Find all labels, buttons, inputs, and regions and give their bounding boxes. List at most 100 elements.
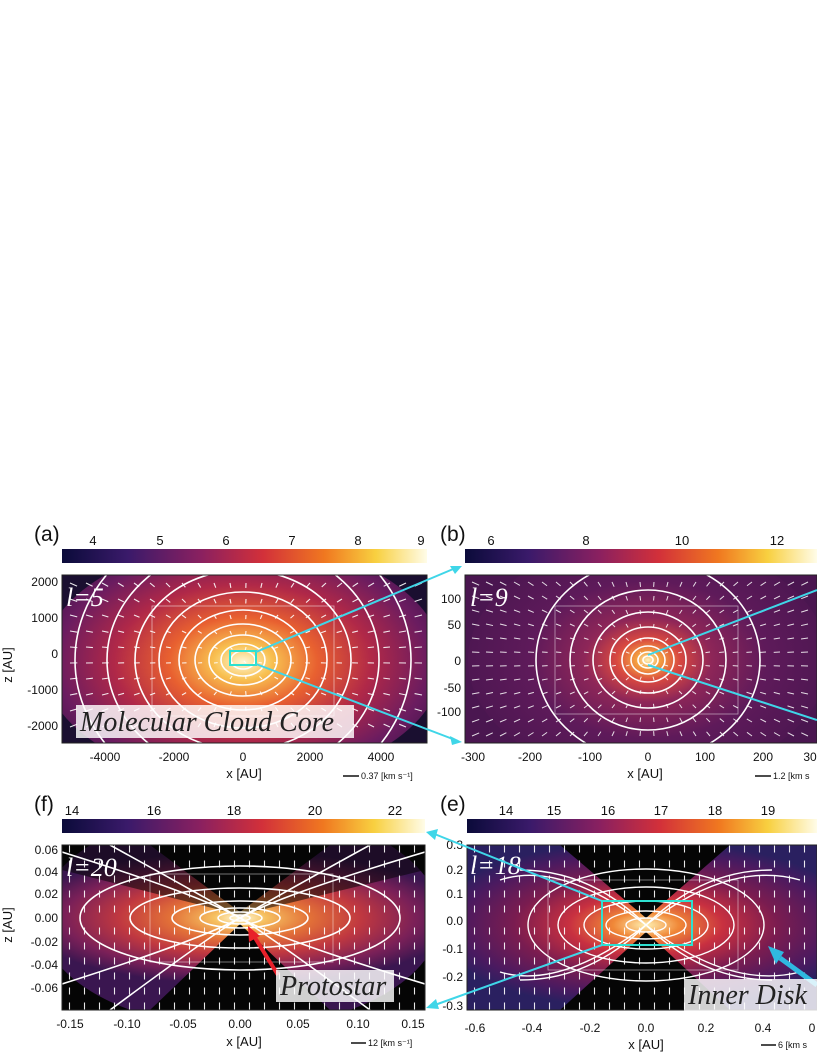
velocity-vector: [414, 630, 423, 633]
velocity-vector: [414, 677, 423, 680]
velocity-vector: [527, 637, 535, 640]
cbar-tick: 16: [147, 803, 161, 818]
velocity-vector: [625, 664, 630, 667]
velocity-vector: [149, 582, 155, 588]
velocity-vector: [692, 595, 697, 601]
velocity-vector: [611, 717, 615, 723]
velocity-vector: [611, 623, 616, 628]
velocity-vector: [85, 630, 93, 633]
velocity-vector: [499, 581, 507, 586]
velocity-vector: [691, 664, 697, 667]
velocity-vector: [732, 623, 739, 627]
velocity-vector: [197, 630, 202, 634]
velocity-vector: [181, 614, 187, 619]
callout-box-a: [76, 705, 354, 738]
velocity-vector: [471, 718, 480, 723]
cbar-tick: 9: [417, 533, 424, 548]
velocity-vector: [133, 614, 140, 618]
colorbar-f: [62, 819, 425, 833]
velocity-vector: [692, 623, 697, 628]
velocity-vector: [719, 731, 725, 737]
x-tick: 0: [645, 750, 652, 764]
velocity-vector: [569, 704, 575, 709]
velocity-vector: [69, 614, 78, 618]
velocity-vector: [665, 609, 669, 615]
velocity-vector: [383, 646, 391, 649]
velocity-vector: [414, 708, 423, 712]
velocity-vector: [800, 637, 809, 640]
velocity-vector: [773, 732, 781, 737]
x-tick: 100: [695, 750, 715, 764]
velocity-vector: [229, 630, 233, 635]
cbar-tick: 6: [222, 533, 229, 548]
velocity-vector: [414, 646, 423, 649]
x-tick: 0: [809, 1021, 816, 1035]
velocity-vector: [274, 691, 279, 696]
velocity-vector: [719, 718, 725, 723]
callout-box-e: [684, 979, 817, 1011]
cbar-tick: 14: [499, 803, 513, 818]
velocity-vector: [336, 692, 343, 696]
velocity-vector: [398, 598, 407, 603]
velocity-vector: [705, 637, 711, 641]
velocity-vector: [305, 582, 311, 588]
velocity-vector: [499, 732, 507, 737]
velocity-vector: [611, 651, 616, 654]
panel-e: (e) 14 15 16 17 18 19: [440, 793, 817, 1052]
velocity-vector: [569, 718, 575, 723]
velocity-vector: [705, 678, 711, 681]
colorbar-b: [465, 549, 817, 563]
velocity-vector: [485, 705, 494, 709]
contours-b: [535, 575, 761, 743]
cbar-tick: 12: [770, 533, 784, 548]
velocity-vector: [800, 678, 809, 681]
velocity-vector: [746, 637, 753, 640]
velocity-vector: [398, 646, 407, 649]
velocity-vector: [746, 595, 753, 600]
velocity-vector: [555, 637, 562, 640]
velocity-vector: [101, 677, 109, 680]
velocity-vector: [733, 581, 739, 587]
velocity-vector: [383, 708, 391, 712]
velocity-vector: [787, 595, 795, 600]
velocity-vector: [760, 678, 767, 681]
x-tick: 30: [803, 750, 817, 764]
velocity-vector: [244, 646, 247, 651]
y-tick: 50: [448, 618, 462, 632]
contours-a: [74, 575, 412, 743]
velocity-vector: [746, 623, 753, 627]
velocity-vector: [555, 678, 562, 681]
velocity-vector: [679, 609, 683, 615]
velocity-vector: [773, 609, 781, 613]
velocity-vector: [383, 692, 391, 696]
velocity-vector: [133, 598, 140, 603]
velocity-vector: [733, 731, 739, 737]
contours-f: [62, 845, 425, 1010]
y-ticks-b: 100 50 0 -50 -100: [437, 592, 461, 719]
velocity-vector: [583, 691, 589, 695]
velocity-vector: [787, 678, 795, 681]
velocity-vector: [611, 677, 616, 681]
velocity-vector: [485, 692, 494, 695]
cbar-tick: 18: [227, 803, 241, 818]
velocity-vector: [800, 609, 809, 613]
x-tick: 0.00: [228, 1017, 252, 1031]
panel-letter-f: (f): [34, 793, 54, 816]
velocity-vector: [787, 623, 795, 627]
y-tick: 1000: [31, 611, 58, 625]
velocity-scale-f: 12 [km s⁻¹]: [368, 1038, 412, 1048]
velocity-vector: [760, 581, 767, 587]
velocity-vector: [705, 717, 711, 723]
velocity-vector: [555, 731, 561, 737]
x-tick: 0.2: [698, 1021, 715, 1035]
velocity-vector: [611, 609, 616, 614]
x-tick: -0.15: [56, 1017, 84, 1031]
y-tick: -100: [437, 705, 461, 719]
velocity-vector: [213, 582, 217, 588]
velocity-vector: [583, 623, 589, 627]
velocity-vector: [149, 646, 156, 649]
velocity-vector: [541, 718, 548, 723]
zoom-arrowhead: [450, 736, 462, 745]
x-label-b: x [AU]: [627, 766, 662, 781]
velocity-vector: [787, 637, 795, 640]
